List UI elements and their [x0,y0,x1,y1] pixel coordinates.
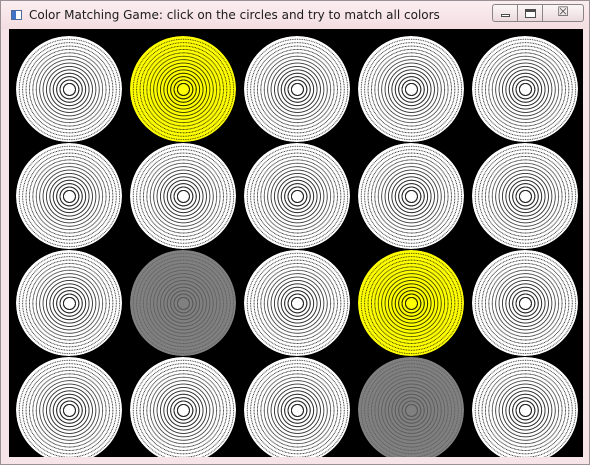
circle-fill [244,36,350,142]
circle-r2-c2[interactable] [130,143,236,249]
circle-r1-c5[interactable] [472,36,578,142]
circle-r4-c5[interactable] [472,357,578,457]
circle-r4-c1[interactable] [16,357,122,457]
close-button[interactable]: ☒ [542,4,584,22]
circle-fill [358,250,464,356]
circle-r2-c4[interactable] [358,143,464,249]
app-window-icon[interactable] [11,10,22,20]
circle-r4-c2[interactable] [130,357,236,457]
circle-fill [16,357,122,457]
circle-r3-c4[interactable] [358,250,464,356]
circle-fill [16,250,122,356]
minimize-icon [501,14,510,17]
circle-fill [16,143,122,249]
circle-r3-c5[interactable] [472,250,578,356]
circle-r1-c1[interactable] [16,36,122,142]
circle-r2-c5[interactable] [472,143,578,249]
circle-fill [472,36,578,142]
maximize-button[interactable] [517,4,543,22]
window-title: Color Matching Game: click on the circle… [29,7,440,23]
game-board [9,29,583,457]
circle-fill [130,357,236,457]
caption-buttons: ☒ [492,4,584,23]
circle-fill [130,143,236,249]
circle-fill [16,36,122,142]
circle-r2-c1[interactable] [16,143,122,249]
circle-fill [244,250,350,356]
circle-r3-c2[interactable] [130,250,236,356]
circle-r2-c3[interactable] [244,143,350,249]
circle-fill [244,143,350,249]
maximize-icon [525,9,536,18]
title-bar[interactable]: Color Matching Game: click on the circle… [1,1,589,29]
circle-fill [472,143,578,249]
circle-r1-c3[interactable] [244,36,350,142]
close-icon: ☒ [543,5,583,21]
circle-fill [358,36,464,142]
circle-r4-c4[interactable] [358,357,464,457]
circle-fill [130,250,236,356]
circle-r3-c1[interactable] [16,250,122,356]
circle-r1-c4[interactable] [358,36,464,142]
circle-fill [244,357,350,457]
circle-fill [472,250,578,356]
circle-fill [358,357,464,457]
minimize-button[interactable] [492,4,518,22]
circle-fill [358,143,464,249]
circle-r4-c3[interactable] [244,357,350,457]
circle-r1-c2[interactable] [130,36,236,142]
circle-fill [472,357,578,457]
circle-r3-c3[interactable] [244,250,350,356]
circle-fill [130,36,236,142]
